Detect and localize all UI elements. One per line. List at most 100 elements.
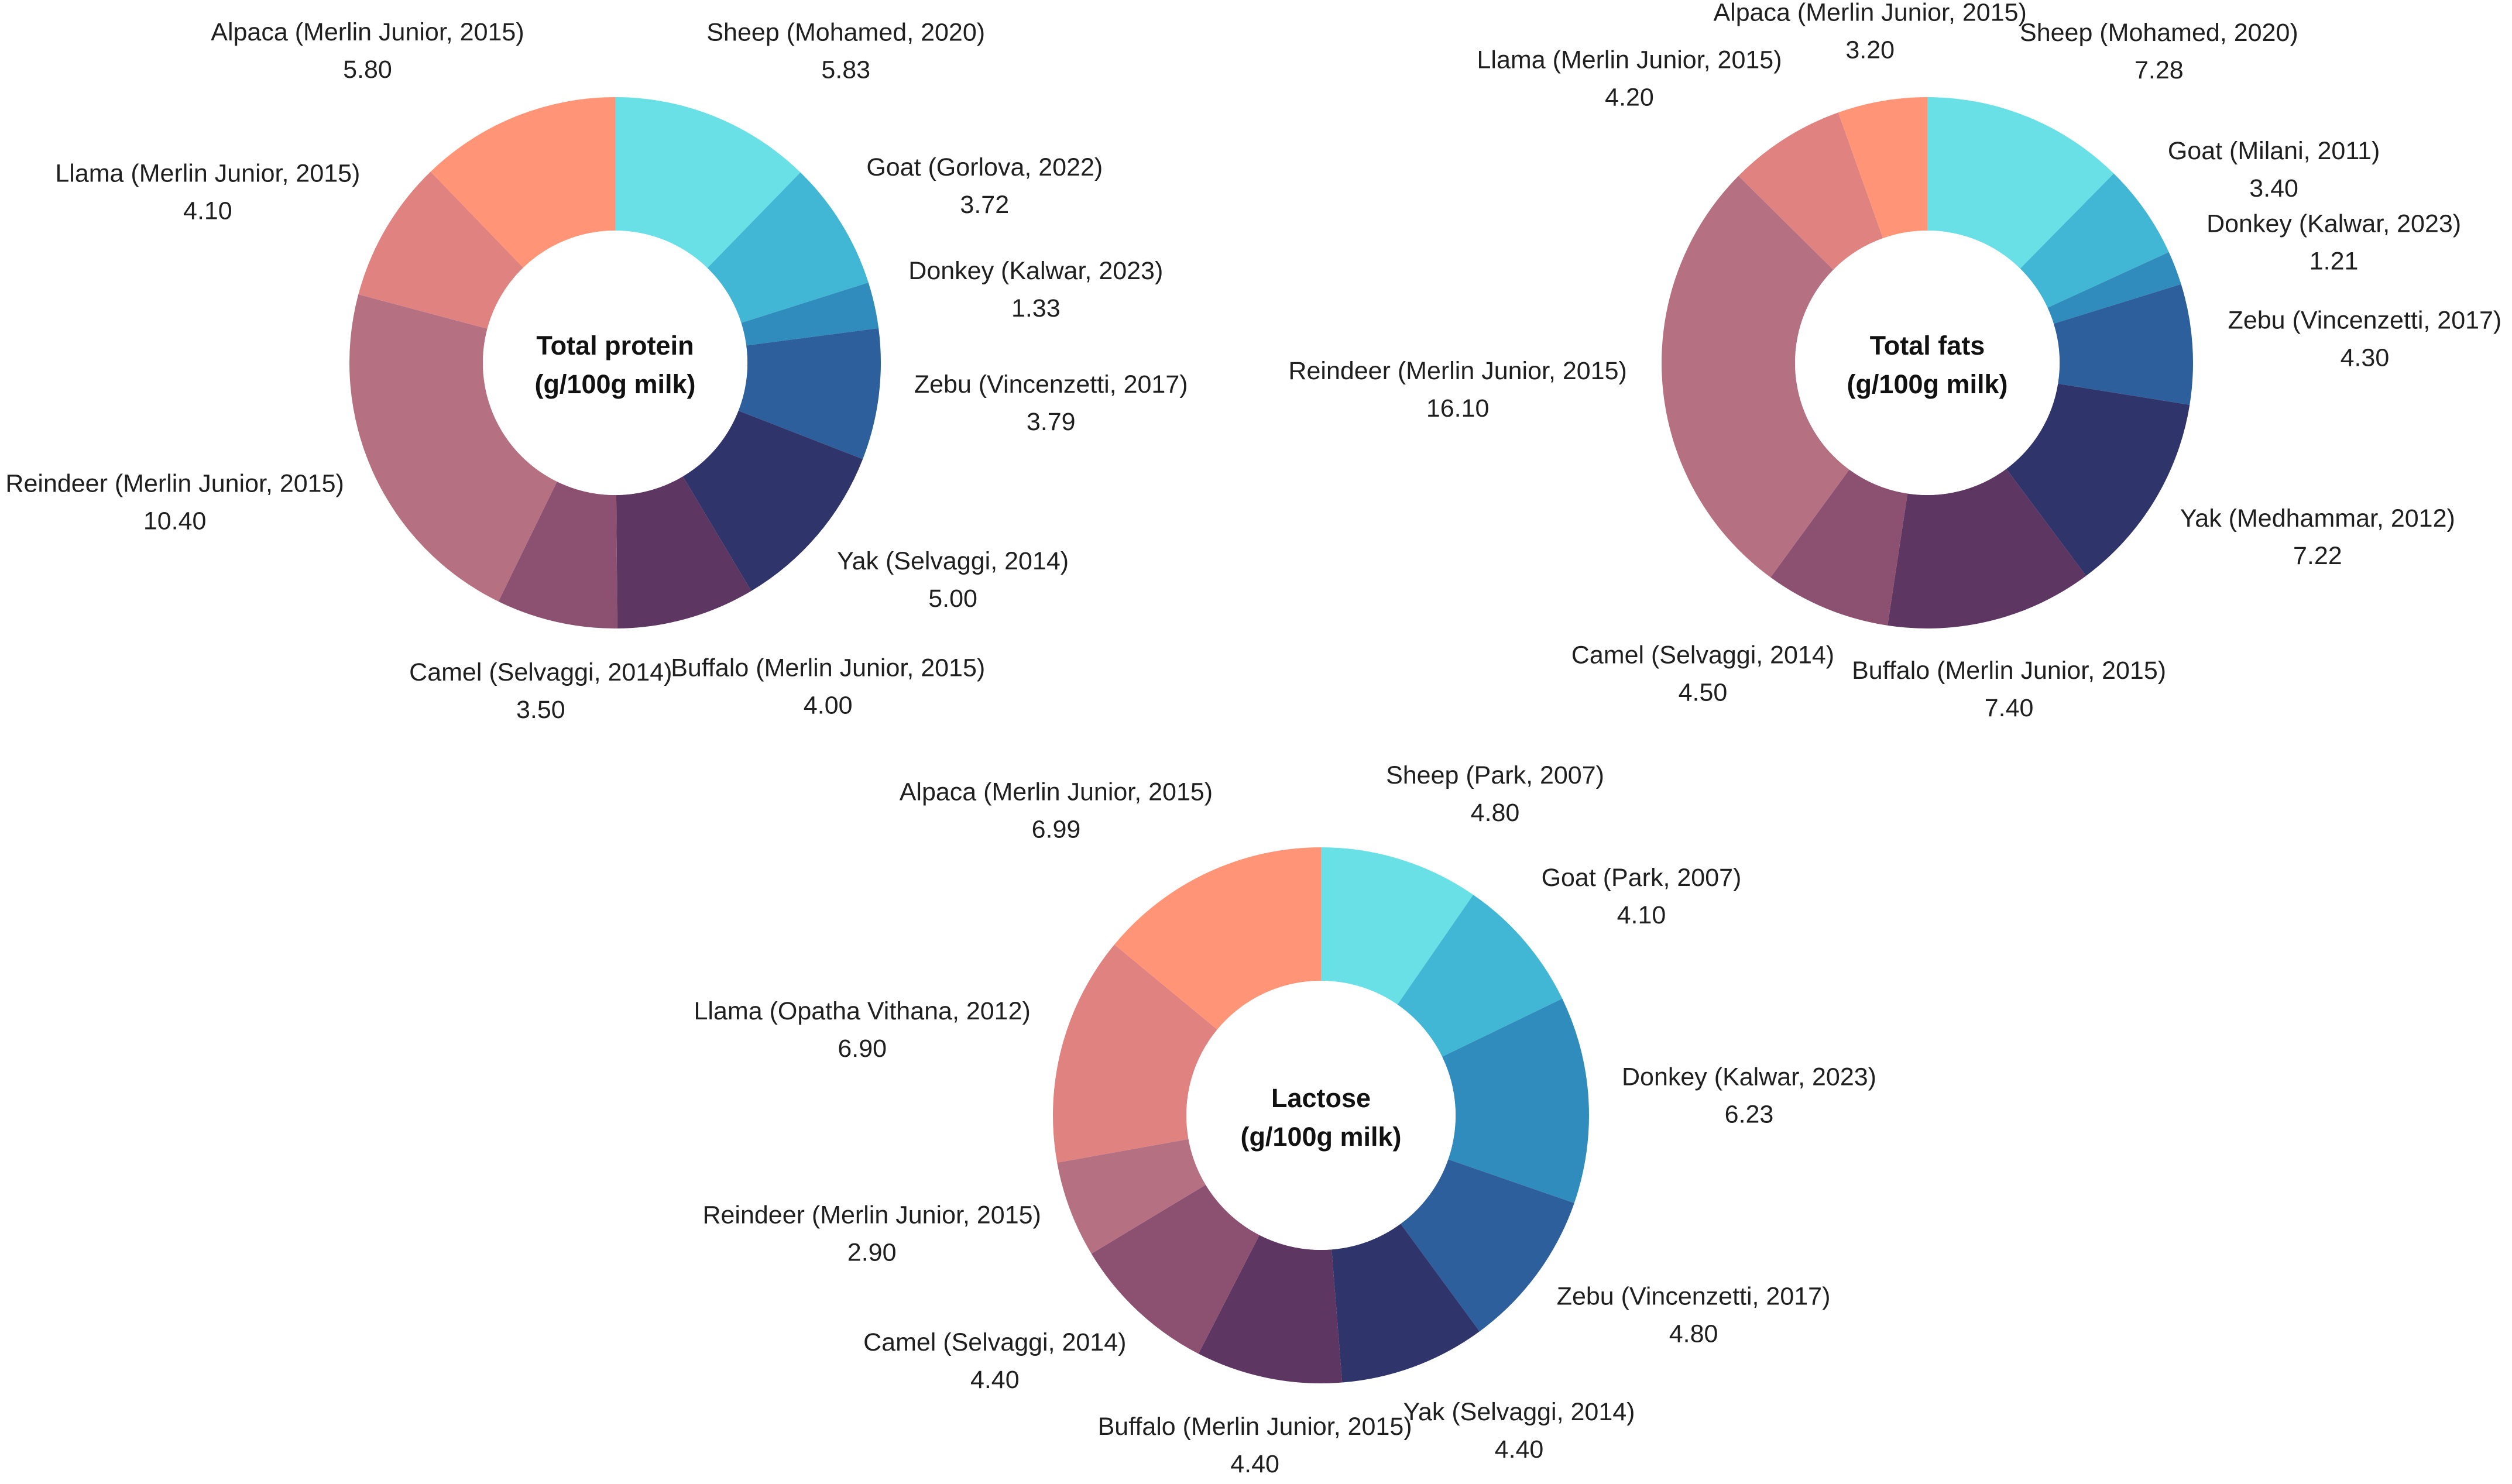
fats-label-sheep: Sheep (Mohamed, 2020): [2020, 19, 2298, 47]
protein-label-camel: Camel (Selvaggi, 2014): [409, 658, 672, 686]
protein-label-goat: Goat (Gorlova, 2022): [866, 153, 1103, 181]
protein-value-sheep: 5.83: [821, 56, 870, 84]
protein-donut-chart: Sheep (Mohamed, 2020) 5.83 Goat (Gorlova, …: [5, 18, 1188, 724]
lactose-donut-hole: [1186, 981, 1456, 1250]
lactose-label-yak: Yak (Selvaggi, 2014): [1403, 1398, 1635, 1426]
protein-value-llama: 4.10: [183, 197, 232, 225]
lactose-slice-llama: [1053, 944, 1217, 1163]
protein-slice-camel: [498, 482, 617, 628]
fats-slice-llama: [1738, 112, 1883, 270]
fats-value-camel: 4.50: [1679, 679, 1728, 707]
lactose-label-donkey: Donkey (Kalwar, 2023): [1622, 1063, 1876, 1091]
lactose-slice-sheep: [1321, 847, 1474, 1005]
fats-slice-donkey: [2047, 252, 2181, 324]
fats-center-title: Total fats: [1870, 331, 1985, 360]
lactose-value-yak: 4.40: [1495, 1435, 1544, 1464]
fats-label-camel: Camel (Selvaggi, 2014): [1571, 641, 1834, 669]
fats-value-donkey: 1.21: [2309, 248, 2359, 276]
lactose-label-zebu: Zebu (Vincenzetti, 2017): [1557, 1282, 1831, 1310]
fats-value-llama: 4.20: [1605, 84, 1654, 112]
fats-slice-yak: [2006, 383, 2190, 576]
lactose-value-alpaca: 6.99: [1032, 816, 1081, 844]
fats-donut-hole: [1795, 231, 2060, 495]
fats-slice-buffalo: [1888, 469, 2087, 628]
lactose-slice-buffalo: [1198, 1235, 1343, 1383]
protein-slice-llama: [358, 171, 524, 329]
fats-slice-zebu: [2053, 284, 2193, 405]
protein-value-yak: 5.00: [928, 585, 977, 613]
fats-label-reindeer: Reindeer (Merlin Junior, 2015): [1288, 357, 1626, 385]
lactose-slice-donkey: [1442, 998, 1590, 1203]
lactose-center-subtitle: (g/100g milk): [1240, 1122, 1401, 1152]
fats-label-donkey: Donkey (Kalwar, 2023): [2206, 210, 2461, 238]
fats-value-zebu: 4.30: [2341, 343, 2390, 372]
fats-slice-reindeer: [1661, 176, 1849, 578]
protein-label-donkey: Donkey (Kalwar, 2023): [908, 257, 1163, 285]
lactose-value-goat: 4.10: [1617, 901, 1666, 929]
protein-label-llama: Llama (Merlin Junior, 2015): [55, 159, 360, 187]
lactose-label-reindeer: Reindeer (Merlin Junior, 2015): [702, 1201, 1041, 1229]
fats-label-alpaca: Alpaca (Merlin Junior, 2015): [1713, 0, 2026, 26]
protein-value-buffalo: 4.00: [804, 692, 853, 720]
protein-slice-reindeer: [349, 294, 557, 602]
lactose-slice-reindeer: [1057, 1139, 1206, 1254]
lactose-center-title: Lactose: [1271, 1083, 1371, 1113]
lactose-slice-yak: [1332, 1224, 1480, 1383]
fats-slice-goat: [2020, 173, 2169, 308]
lactose-slice-goat: [1397, 895, 1563, 1057]
protein-slice-yak: [682, 410, 863, 591]
fats-value-goat: 3.40: [2249, 174, 2298, 202]
protein-value-goat: 3.72: [960, 191, 1009, 219]
protein-slice-donkey: [741, 282, 879, 346]
lactose-donut-chart: Sheep (Park, 2007) 4.80 Goat (Park, 2007) 4…: [694, 761, 1876, 1478]
protein-label-alpaca: Alpaca (Merlin Junior, 2015): [211, 18, 524, 46]
lactose-value-donkey: 6.23: [1725, 1100, 1774, 1128]
lactose-label-sheep: Sheep (Park, 2007): [1386, 761, 1604, 789]
fats-label-buffalo: Buffalo (Merlin Junior, 2015): [1852, 657, 2166, 685]
fats-center-subtitle: (g/100g milk): [1847, 369, 2007, 399]
fats-donut-chart: Sheep (Mohamed, 2020) 7.28 Goat (Milani, 2…: [1288, 0, 2501, 722]
protein-label-reindeer: Reindeer (Merlin Junior, 2015): [5, 470, 344, 498]
protein-slice-zebu: [738, 328, 881, 459]
protein-label-zebu: Zebu (Vincenzetti, 2017): [914, 370, 1188, 399]
protein-center-title: Total protein: [536, 331, 694, 360]
fats-value-yak: 7.22: [2293, 542, 2342, 570]
lactose-value-sheep: 4.80: [1471, 799, 1520, 827]
protein-slice-buffalo: [616, 476, 751, 628]
lactose-value-buffalo: 4.40: [1230, 1450, 1279, 1478]
lactose-label-alpaca: Alpaca (Merlin Junior, 2015): [900, 778, 1213, 806]
lactose-slice-camel: [1091, 1184, 1260, 1354]
lactose-value-camel: 4.40: [970, 1366, 1020, 1394]
lactose-label-llama: Llama (Opatha Vithana, 2012): [694, 997, 1031, 1025]
protein-value-reindeer: 10.40: [143, 507, 207, 535]
lactose-slice-alpaca: [1114, 847, 1321, 1030]
fats-value-reindeer: 16.10: [1426, 394, 1490, 422]
lactose-value-llama: 6.90: [838, 1035, 887, 1063]
lactose-label-camel: Camel (Selvaggi, 2014): [863, 1328, 1126, 1356]
protein-center-subtitle: (g/100g milk): [534, 369, 695, 399]
protein-label-buffalo: Buffalo (Merlin Junior, 2015): [671, 654, 985, 682]
protein-slice-alpaca: [430, 97, 615, 268]
fats-label-llama: Llama (Merlin Junior, 2015): [1477, 46, 1782, 74]
protein-donut-hole: [483, 231, 747, 495]
protein-value-camel: 3.50: [516, 696, 565, 724]
fats-slice-alpaca: [1838, 97, 1927, 239]
fats-value-alpaca: 3.20: [1845, 36, 1895, 64]
lactose-value-reindeer: 2.90: [847, 1239, 897, 1267]
fats-value-buffalo: 7.40: [1985, 694, 2034, 722]
fats-label-goat: Goat (Milani, 2011): [2168, 137, 2380, 165]
fats-label-yak: Yak (Medhammar, 2012): [2180, 504, 2455, 533]
protein-label-yak: Yak (Selvaggi, 2014): [837, 547, 1069, 575]
protein-value-donkey: 1.33: [1011, 294, 1061, 322]
protein-label-sheep: Sheep (Mohamed, 2020): [706, 18, 985, 46]
lactose-label-goat: Goat (Park, 2007): [1542, 864, 1742, 892]
lactose-label-buffalo: Buffalo (Merlin Junior, 2015): [1098, 1413, 1412, 1441]
fats-slice-sheep: [1927, 97, 2114, 269]
lactose-slice-zebu: [1401, 1159, 1574, 1332]
fats-value-sheep: 7.28: [2134, 56, 2184, 84]
lactose-value-zebu: 4.80: [1669, 1320, 1718, 1348]
fats-slice-camel: [1770, 469, 1908, 626]
protein-value-zebu: 3.79: [1027, 408, 1076, 436]
protein-value-alpaca: 5.80: [343, 56, 392, 84]
